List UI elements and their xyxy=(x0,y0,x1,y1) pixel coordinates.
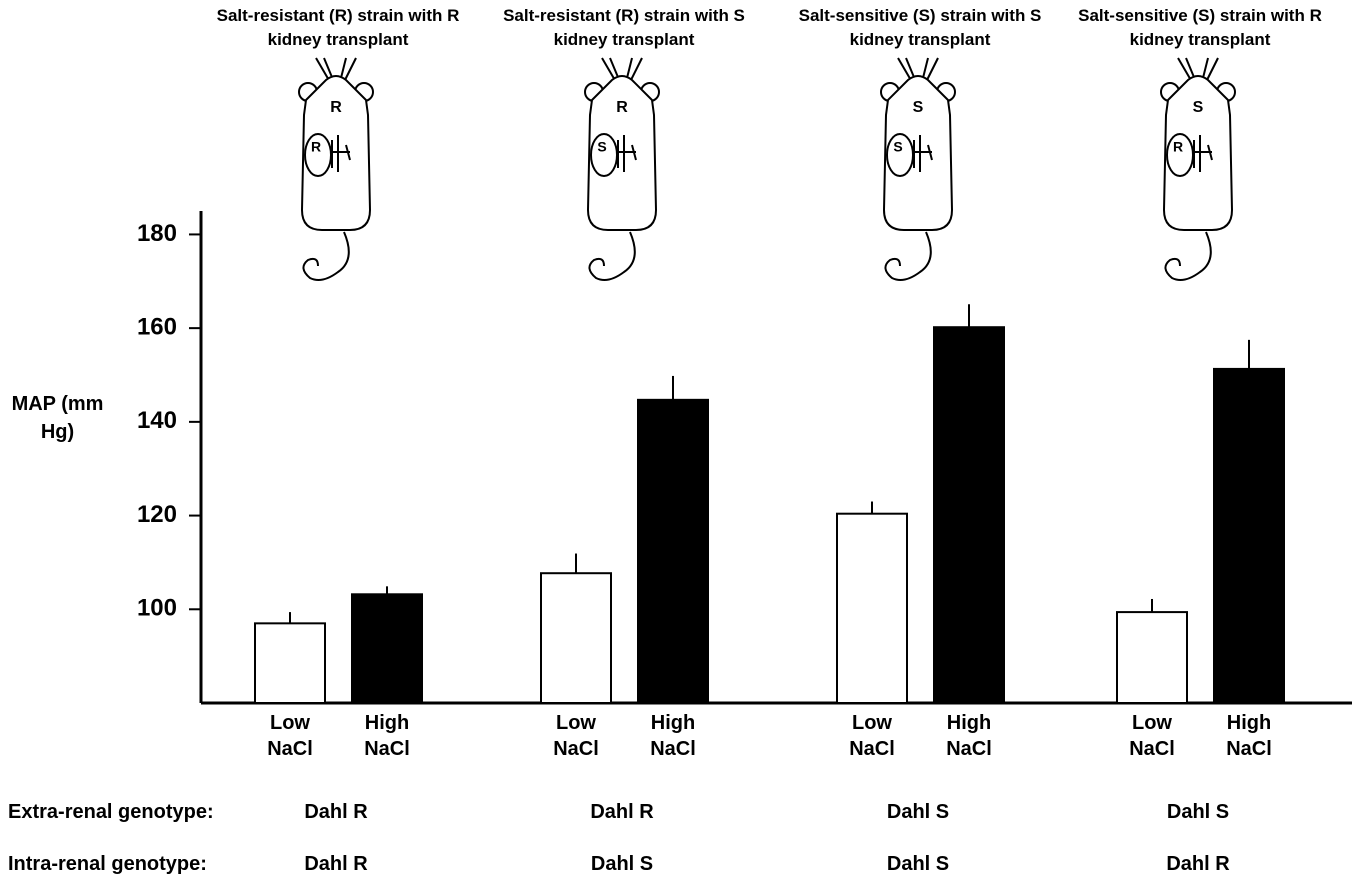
group-title: Salt-resistant (R) strain with S kidney … xyxy=(499,4,749,52)
rat-body-label: R xyxy=(616,99,628,116)
bar xyxy=(352,594,422,703)
rat-kidney-label: S xyxy=(597,139,606,155)
group-title: Salt-resistant (R) strain with R kidney … xyxy=(213,4,463,52)
bar-label: Low NaCl xyxy=(1107,710,1197,762)
rat-illustration xyxy=(585,58,659,280)
bar xyxy=(934,327,1004,703)
y-tick-label: 160 xyxy=(137,313,177,340)
bar-label: High NaCl xyxy=(628,710,718,762)
bar-label: High NaCl xyxy=(924,710,1014,762)
rat-illustration xyxy=(299,58,373,280)
bar-label: Low NaCl xyxy=(245,710,335,762)
rat-tail xyxy=(589,232,634,280)
bar xyxy=(255,623,325,703)
y-tick-label: 180 xyxy=(137,220,177,247)
rat-kidney-label: R xyxy=(1173,139,1183,155)
row-value: Dahl S xyxy=(552,853,692,876)
rat-body-label: R xyxy=(330,99,342,116)
row-value: Dahl R xyxy=(1128,853,1268,876)
group-title: Salt-sensitive (S) strain with S kidney … xyxy=(795,4,1045,52)
bar xyxy=(638,400,708,703)
row-value: Dahl R xyxy=(552,801,692,824)
bar xyxy=(541,573,611,703)
bar xyxy=(1214,369,1284,703)
rat-body-label: S xyxy=(1193,99,1204,116)
row-value: Dahl S xyxy=(848,853,988,876)
bar-label: Low NaCl xyxy=(531,710,621,762)
row-value: Dahl S xyxy=(848,801,988,824)
bar-label: High NaCl xyxy=(1204,710,1294,762)
y-tick-label: 140 xyxy=(137,407,177,434)
row-label: Extra-renal genotype: xyxy=(8,801,214,824)
bar xyxy=(1117,612,1187,703)
rat-tail xyxy=(1165,232,1210,280)
rat-tail xyxy=(885,232,930,280)
y-axis-label: MAP (mm Hg) xyxy=(5,390,110,446)
y-tick-label: 120 xyxy=(137,501,177,528)
bar-label: High NaCl xyxy=(342,710,432,762)
group-title: Salt-sensitive (S) strain with R kidney … xyxy=(1075,4,1325,52)
row-value: Dahl S xyxy=(1128,801,1268,824)
row-value: Dahl R xyxy=(266,853,406,876)
rat-kidney-label: S xyxy=(893,139,902,155)
y-tick-label: 100 xyxy=(137,595,177,622)
rat-illustration xyxy=(1161,58,1235,280)
rat-kidney-label: R xyxy=(311,139,321,155)
bar-label: Low NaCl xyxy=(827,710,917,762)
rat-illustration xyxy=(881,58,955,280)
row-label: Intra-renal genotype: xyxy=(8,853,207,876)
rat-body-label: S xyxy=(913,99,924,116)
rat-tail xyxy=(303,232,348,280)
row-value: Dahl R xyxy=(266,801,406,824)
bar xyxy=(837,514,907,703)
chart: 100 120 140 160 180 R R R S S S S R MAP (mm Hg) Salt-… xyxy=(0,0,1359,884)
